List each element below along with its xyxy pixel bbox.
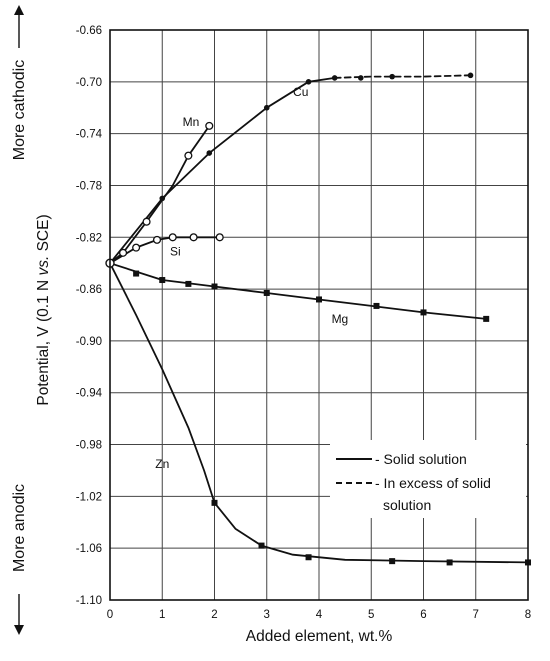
point-cu-5 xyxy=(358,75,364,81)
point-zn-2 xyxy=(305,554,312,561)
series-label-mn: Mn xyxy=(183,115,200,129)
grid xyxy=(109,29,529,601)
y-tick-label-0: -0.66 xyxy=(76,25,102,37)
y-tick-label-2: -0.74 xyxy=(76,129,103,141)
series-label-cu: Cu xyxy=(293,85,308,99)
point-mn-3 xyxy=(205,121,214,130)
point-si-4 xyxy=(215,233,224,242)
point-cu-4 xyxy=(331,75,338,81)
series-label-si: Si xyxy=(170,244,181,258)
y-tick-label-10: -1.06 xyxy=(76,543,102,555)
legend-dashed-label-line2: solution xyxy=(383,497,431,513)
series-line-cu-dashed-1 xyxy=(333,74,472,79)
legend: - Solid solution - In excess of solid so… xyxy=(330,440,526,518)
series-label-zn: Zn xyxy=(155,457,169,471)
series-labels: Mn Cu Si Mg Zn xyxy=(155,85,348,471)
point-zn-3 xyxy=(389,558,396,565)
more-anodic-label: More anodic xyxy=(11,484,28,572)
y-tick-labels: -0.66 -0.70 -0.74 -0.78 -0.82 -0.86 -0.90 -0.94… xyxy=(76,25,103,607)
y-tick-label-8: -0.98 xyxy=(76,440,102,452)
point-mg-2 xyxy=(185,280,192,287)
legend-box xyxy=(330,440,526,518)
series-markers xyxy=(105,72,531,566)
series-label-mg: Mg xyxy=(332,312,349,326)
point-mg-6 xyxy=(373,302,380,309)
anodic-arrow-head xyxy=(14,625,24,635)
x-axis-title: Added element, wt.% xyxy=(246,628,393,645)
y-axis-title-vs: vs. xyxy=(35,256,52,276)
x-tick-labels: 0 1 2 3 4 5 6 7 8 xyxy=(107,609,531,621)
point-cu-7 xyxy=(467,72,474,79)
point-cu-2 xyxy=(263,104,270,111)
point-mn-1 xyxy=(142,217,151,226)
legend-solid-label: - Solid solution xyxy=(375,451,467,467)
x-tick-label-8: 8 xyxy=(525,609,531,621)
series-line-cu-solid-0 xyxy=(109,77,336,265)
x-tick-label-2: 2 xyxy=(211,609,217,621)
x-tick-label-0: 0 xyxy=(107,609,113,621)
point-mg-0 xyxy=(133,270,140,277)
plot-frame xyxy=(109,29,529,601)
point-mg-1 xyxy=(159,277,166,284)
point-mg-5 xyxy=(316,296,322,303)
point-si-3 xyxy=(189,233,198,242)
series-line-mg-solid-0 xyxy=(109,262,488,320)
point-cu-3 xyxy=(305,79,312,85)
y-tick-label-5: -0.86 xyxy=(76,284,102,296)
point-mn-0 xyxy=(119,248,128,257)
point-zn-1 xyxy=(258,542,265,549)
y-tick-label-9: -1.02 xyxy=(76,491,102,503)
point-cu-0 xyxy=(159,195,166,202)
x-tick-label-3: 3 xyxy=(264,609,270,621)
series-lines xyxy=(109,74,529,564)
y-tick-label-1: -0.70 xyxy=(76,77,102,89)
point-mg-3 xyxy=(211,283,218,290)
point-si-2 xyxy=(168,233,177,242)
series-line-zn-solid-0 xyxy=(109,262,529,564)
y-axis-title: Potential, V (0.1 N vs. SCE) xyxy=(35,214,52,405)
point-zn-4 xyxy=(446,559,453,566)
y-tick-label-4: -0.82 xyxy=(76,232,102,244)
point-cu-6 xyxy=(389,73,395,80)
x-tick-label-6: 6 xyxy=(420,609,426,621)
point-mg-7 xyxy=(420,309,427,316)
y-tick-label-3: -0.78 xyxy=(76,180,102,192)
y-axis-title-a: Potential, V (0.1 N xyxy=(35,276,52,406)
y-axis-title-b: SCE) xyxy=(35,214,52,255)
point-mg-8 xyxy=(483,315,490,322)
x-tick-label-1: 1 xyxy=(159,609,165,621)
series-line-si-solid-0 xyxy=(109,236,221,265)
y-tick-label-6: -0.90 xyxy=(76,336,102,348)
point-si-0 xyxy=(132,243,141,252)
point-mn-2 xyxy=(184,151,193,160)
x-tick-label-7: 7 xyxy=(473,609,479,621)
x-tick-label-4: 4 xyxy=(316,609,323,621)
point-si-1 xyxy=(152,235,162,244)
point-cu-1 xyxy=(206,150,213,156)
point-zn-0 xyxy=(211,499,218,506)
point-mg-4 xyxy=(263,289,270,296)
more-cathodic-label: More cathodic xyxy=(11,60,28,161)
cathodic-arrow-head xyxy=(14,5,24,15)
legend-dashed-label: - In excess of solid xyxy=(375,475,491,491)
y-tick-label-11: -1.10 xyxy=(76,595,102,607)
x-tick-label-5: 5 xyxy=(368,609,374,621)
y-tick-label-7: -0.94 xyxy=(76,388,103,400)
